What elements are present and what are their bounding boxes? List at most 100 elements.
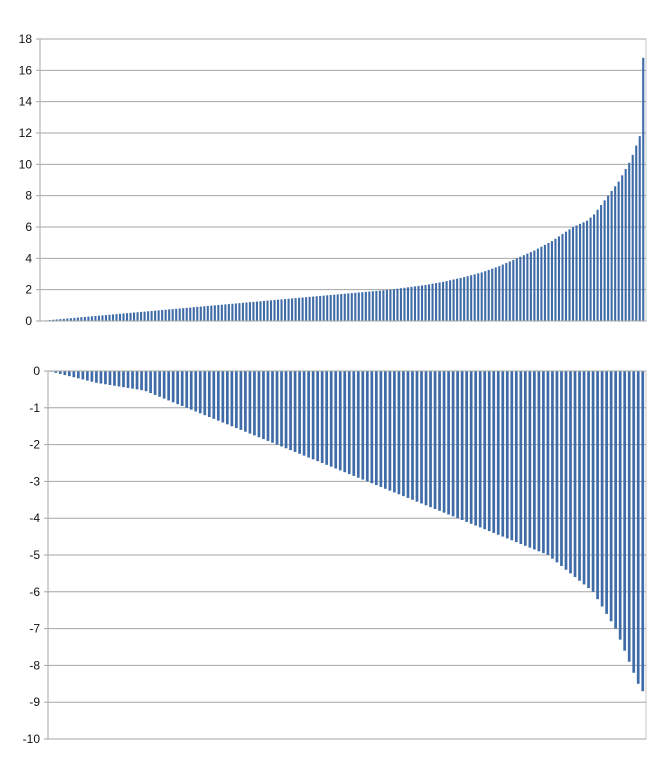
top-bar <box>241 302 244 321</box>
top-bar <box>526 253 529 321</box>
top-bar <box>582 222 585 321</box>
bottom-bar <box>415 371 419 502</box>
top-bar <box>536 248 539 321</box>
top-bar <box>291 298 294 321</box>
bottom-bar <box>162 371 166 399</box>
bottom-bar <box>81 371 85 380</box>
top-bar <box>301 297 304 321</box>
top-bar <box>220 304 223 321</box>
top-bar <box>484 271 487 321</box>
top-bar <box>294 298 297 321</box>
top-bar <box>111 314 115 321</box>
top-bar <box>231 303 234 321</box>
top-bar <box>435 283 438 321</box>
top-bar <box>515 258 518 321</box>
bottom-bar <box>95 371 98 383</box>
bottom-bar <box>203 371 207 416</box>
bottom-bar <box>158 371 161 397</box>
top-bar <box>600 205 603 321</box>
bottom-bar <box>551 371 554 559</box>
top-bar <box>635 145 638 321</box>
top-bar <box>319 295 322 321</box>
bottom-bar <box>451 371 455 517</box>
bottom-bar <box>609 371 613 622</box>
bottom-bar <box>573 371 577 578</box>
bottom-bar <box>397 371 401 495</box>
top-bar <box>382 290 385 321</box>
bottom-bar <box>225 371 229 425</box>
y-tick-label: -9 <box>29 695 40 709</box>
top-bar <box>269 300 273 321</box>
bottom-bar <box>505 371 509 539</box>
top-bar <box>550 241 553 321</box>
bottom-bar <box>469 371 473 524</box>
bottom-bar <box>90 371 94 382</box>
top-bar <box>508 261 511 321</box>
top-bar <box>470 275 473 321</box>
top-bar <box>90 316 93 321</box>
top-bar <box>561 234 564 321</box>
bottom-bar <box>483 371 487 530</box>
top-bar <box>463 277 466 321</box>
bottom-bar <box>325 371 329 465</box>
bottom-bar <box>587 371 590 589</box>
bottom-bar <box>370 371 374 484</box>
top-bar <box>80 317 83 321</box>
bottom-bar <box>63 371 67 376</box>
top-bar <box>312 296 315 321</box>
bottom-bar <box>537 371 541 552</box>
top-bar <box>347 293 350 321</box>
top-bar <box>392 289 395 321</box>
top-bar <box>217 305 220 321</box>
top-bar <box>185 307 188 321</box>
top-bar <box>189 307 192 321</box>
bottom-bar <box>352 371 356 476</box>
bottom-bar <box>460 371 464 521</box>
top-bar <box>343 293 346 321</box>
y-tick-label: -3 <box>29 474 40 488</box>
top-bar <box>97 315 100 321</box>
top-bar <box>101 315 104 321</box>
top-bar <box>333 294 336 321</box>
bottom-bar <box>623 371 627 651</box>
top-bar <box>445 281 448 321</box>
bottom-bar <box>384 371 387 489</box>
top-bar <box>621 175 624 321</box>
top-bar <box>498 266 501 321</box>
bottom-bar <box>126 371 130 388</box>
top-bar <box>424 284 427 321</box>
bottom-bar <box>356 371 360 478</box>
bottom-bar <box>420 371 423 504</box>
bottom-bar <box>379 371 383 487</box>
top-bar <box>192 307 195 321</box>
top-bar <box>178 308 181 321</box>
top-bar <box>329 294 332 321</box>
top-bar <box>452 279 455 321</box>
bottom-bar <box>194 371 198 412</box>
top-bar <box>473 274 476 321</box>
y-tick-label: -6 <box>29 585 40 599</box>
top-bar <box>357 292 360 321</box>
chart-top: 0 2 4 6 8 10 12 14 16 18 <box>19 32 647 328</box>
top-bar <box>413 286 417 321</box>
bottom-bar <box>438 371 441 511</box>
bottom-bar <box>564 371 568 570</box>
top-bar <box>203 306 206 321</box>
top-bar <box>487 269 490 321</box>
top-bar <box>385 289 388 321</box>
bottom-bar <box>189 371 193 410</box>
top-bar <box>168 309 171 321</box>
bottom-bar <box>271 371 274 443</box>
bottom-bar <box>618 371 622 640</box>
bottom-bar <box>478 371 482 528</box>
bottom-bar <box>284 371 288 449</box>
bottom-bar <box>528 371 532 548</box>
top-bar <box>610 190 613 321</box>
top-bar <box>245 302 248 321</box>
bottom-bar <box>221 371 225 423</box>
bottom-bar <box>365 371 369 482</box>
bottom-bar <box>135 371 139 390</box>
top-bar <box>399 288 402 321</box>
top-bar <box>494 267 497 321</box>
top-bar <box>540 246 543 321</box>
